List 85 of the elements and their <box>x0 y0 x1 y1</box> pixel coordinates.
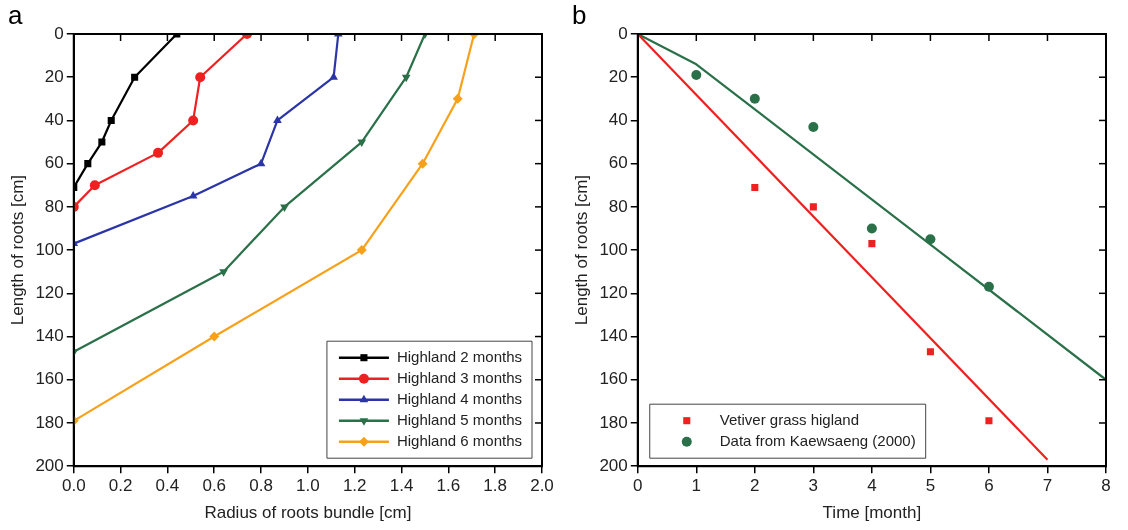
x-tick-label: 2.0 <box>530 476 554 496</box>
x-tick-label: 5 <box>925 476 936 496</box>
y-tick-label: 160 <box>599 369 628 389</box>
point <box>107 116 115 124</box>
point <box>926 348 934 356</box>
x-tick-label: 0.2 <box>108 476 133 496</box>
y-tick-label: 60 <box>44 153 64 173</box>
legend-label: Highland 4 months <box>396 389 522 407</box>
x-tick-label: 6 <box>984 476 994 496</box>
x-tick-label: 1.4 <box>389 476 414 496</box>
y-tick-label: 120 <box>599 283 628 303</box>
y-tick-label: 160 <box>35 369 64 389</box>
point <box>866 223 877 234</box>
point <box>809 203 817 211</box>
x-tick-label: 2 <box>750 476 760 496</box>
point <box>219 269 228 277</box>
point <box>188 191 198 199</box>
legend-label: Data from Kaewsaeng (2000) <box>719 431 916 449</box>
x-tick-label: 0.0 <box>61 476 86 496</box>
y-tick-label: 180 <box>35 412 64 432</box>
y-tick-label: 200 <box>35 455 64 475</box>
y-tick-label: 140 <box>35 326 64 346</box>
point <box>131 73 139 81</box>
x-tick-label: 1.2 <box>342 476 367 496</box>
legend-label: Highland 5 months <box>396 410 522 428</box>
x-tick-label: 3 <box>808 476 819 496</box>
point <box>983 281 994 292</box>
y-tick-label: 80 <box>608 196 628 216</box>
point <box>329 72 338 80</box>
point <box>273 115 282 123</box>
point <box>868 240 876 248</box>
x-axis-title: Time [month] <box>822 503 922 523</box>
point <box>153 147 164 158</box>
x-tick-label: 1 <box>691 476 702 496</box>
legend-label: Highland 6 months <box>396 431 522 449</box>
y-tick-label: 40 <box>608 110 628 130</box>
x-tick-label: 0.6 <box>202 476 227 496</box>
y-tick-label: 80 <box>44 196 64 216</box>
y-tick-label: 180 <box>599 412 628 432</box>
point <box>188 115 199 126</box>
legend-label: Highland 2 months <box>396 347 522 365</box>
chart-title: a <box>8 0 23 31</box>
point <box>417 158 428 169</box>
legend-label: Highland 3 months <box>396 368 522 386</box>
point <box>280 204 289 212</box>
chart-title: b <box>572 0 587 31</box>
x-axis-title: Radius of roots bundle [cm] <box>204 503 412 523</box>
x-tick-label: 4 <box>867 476 877 496</box>
point <box>808 121 819 132</box>
y-tick-label: 200 <box>599 455 628 475</box>
x-tick-label: 0.8 <box>249 476 273 496</box>
point <box>985 417 993 425</box>
y-tick-label: 20 <box>44 66 64 86</box>
x-tick-label: 7 <box>1042 476 1053 496</box>
point <box>751 183 759 191</box>
point <box>195 72 206 83</box>
point <box>691 70 702 81</box>
y-tick-label: 120 <box>35 283 64 303</box>
point <box>356 245 367 256</box>
x-tick-label: 1.0 <box>296 476 320 496</box>
x-tick-label: 1.8 <box>483 476 507 496</box>
y-tick-label: 40 <box>44 110 64 130</box>
x-tick-label: 0.4 <box>155 476 180 496</box>
y-axis-title: Length of roots [cm] <box>571 174 591 326</box>
point <box>401 74 411 83</box>
point <box>925 234 936 245</box>
point <box>452 93 463 104</box>
y-tick-label: 20 <box>608 66 628 86</box>
point <box>749 93 760 104</box>
y-tick-label: 0 <box>618 23 628 43</box>
y-tick-label: 0 <box>54 23 64 43</box>
x-tick-label: 1.6 <box>436 476 461 496</box>
y-tick-label: 60 <box>608 153 628 173</box>
point <box>256 158 266 167</box>
y-tick-label: 100 <box>35 239 64 259</box>
y-axis-title: Length of roots [cm] <box>7 174 27 326</box>
x-tick-label: 0 <box>633 476 643 496</box>
point <box>84 160 92 168</box>
y-tick-label: 100 <box>599 239 628 259</box>
legend-label: Vetiver grass higland <box>719 410 860 428</box>
point <box>209 331 220 342</box>
y-tick-label: 140 <box>599 326 628 346</box>
x-tick-label: 8 <box>1101 476 1111 496</box>
point <box>98 138 106 146</box>
point <box>89 180 100 191</box>
